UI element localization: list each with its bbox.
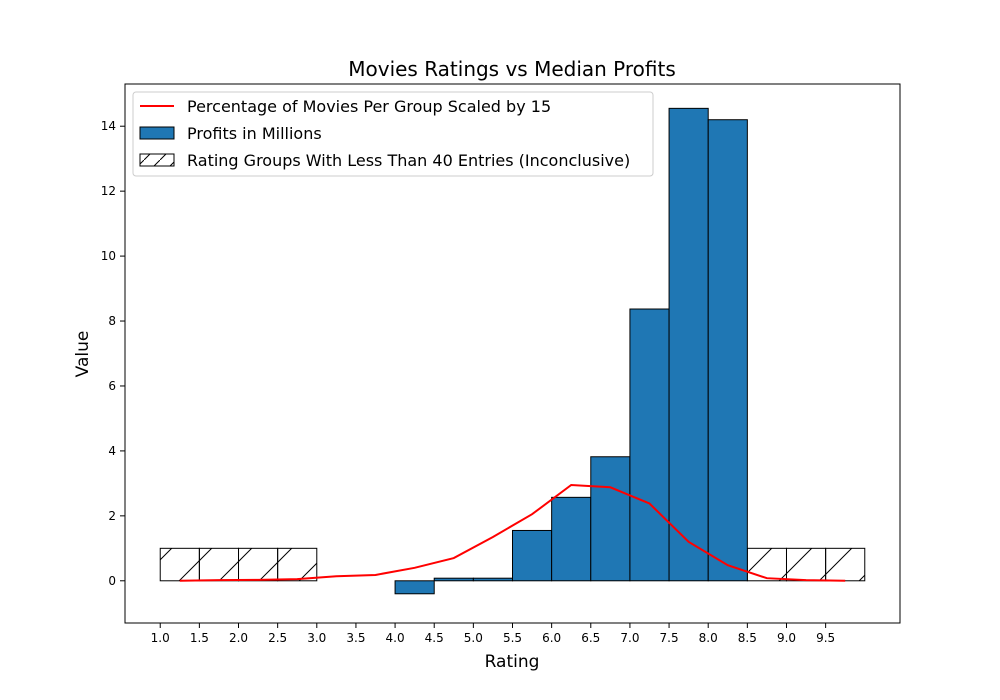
y-tick-label: 10 — [101, 249, 116, 263]
y-tick-label: 2 — [108, 509, 116, 523]
y-axis: 0 2 4 6 8 10 12 14 — [101, 119, 125, 588]
x-tick-label: 7.0 — [620, 631, 639, 645]
y-tick-label: 6 — [108, 379, 116, 393]
legend-swatch-profits — [139, 126, 175, 140]
profit-bar — [433, 577, 474, 582]
x-tick-label: 7.5 — [660, 631, 679, 645]
inconclusive-bar — [198, 547, 240, 582]
inconclusive-bar — [825, 547, 866, 582]
y-tick-label: 0 — [108, 574, 116, 588]
x-tick-label: 8.0 — [699, 631, 718, 645]
x-axis-label: Rating — [485, 652, 540, 672]
x-tick-label: 9.0 — [777, 631, 796, 645]
x-tick-label: 8.5 — [738, 631, 757, 645]
x-tick-label: 9.5 — [816, 631, 835, 645]
x-tick-label: 4.5 — [425, 631, 444, 645]
chart-title: Movies Ratings vs Median Profits — [348, 57, 676, 81]
profit-bar — [629, 308, 670, 582]
plot-area — [159, 107, 866, 595]
legend-label-profits: Profits in Millions — [187, 124, 322, 143]
inconclusive-bar — [277, 547, 318, 582]
legend-label-line: Percentage of Movies Per Group Scaled by… — [187, 97, 551, 116]
y-tick-label: 8 — [108, 314, 116, 328]
x-tick-label: 1.5 — [190, 631, 209, 645]
profit-bar — [512, 529, 553, 582]
inconclusive-bar — [785, 547, 827, 582]
legend-swatch-inconclusive — [139, 153, 175, 167]
x-tick-label: 5.0 — [464, 631, 483, 645]
profit-bar — [590, 456, 631, 582]
y-tick-label: 14 — [101, 119, 116, 133]
x-tick-label: 2.0 — [229, 631, 248, 645]
legend-box — [132, 91, 654, 177]
y-axis-label: Value — [73, 331, 93, 378]
profit-bar — [472, 577, 513, 582]
x-tick-label: 4.0 — [386, 631, 405, 645]
y-tick-label: 4 — [108, 444, 116, 458]
profit-bar — [394, 580, 435, 595]
inconclusive-bar — [238, 547, 279, 582]
profit-bar — [668, 107, 709, 582]
profit-bar — [707, 119, 748, 582]
x-tick-label: 3.5 — [346, 631, 365, 645]
x-axis: 1.0 1.5 2.0 2.5 3.0 3.5 4.0 4.5 5.0 5.5 6.0 6.5 7.0 7… — [151, 623, 835, 645]
percentage-line — [179, 483, 846, 582]
x-tick-label: 2.5 — [268, 631, 287, 645]
x-tick-label: 1.0 — [151, 631, 170, 645]
legend: Percentage of Movies Per Group Scaled by… — [132, 91, 654, 177]
inconclusive-bar — [746, 547, 787, 582]
inconclusive-bar — [159, 547, 200, 582]
x-tick-label: 5.5 — [503, 631, 522, 645]
x-tick-label: 6.5 — [581, 631, 600, 645]
y-tick-label: 12 — [101, 184, 116, 198]
legend-label-inconclusive: Rating Groups With Less Than 40 Entries … — [187, 151, 630, 170]
profit-bar — [551, 496, 592, 582]
x-tick-label: 3.0 — [307, 631, 326, 645]
x-tick-label: 6.0 — [542, 631, 561, 645]
